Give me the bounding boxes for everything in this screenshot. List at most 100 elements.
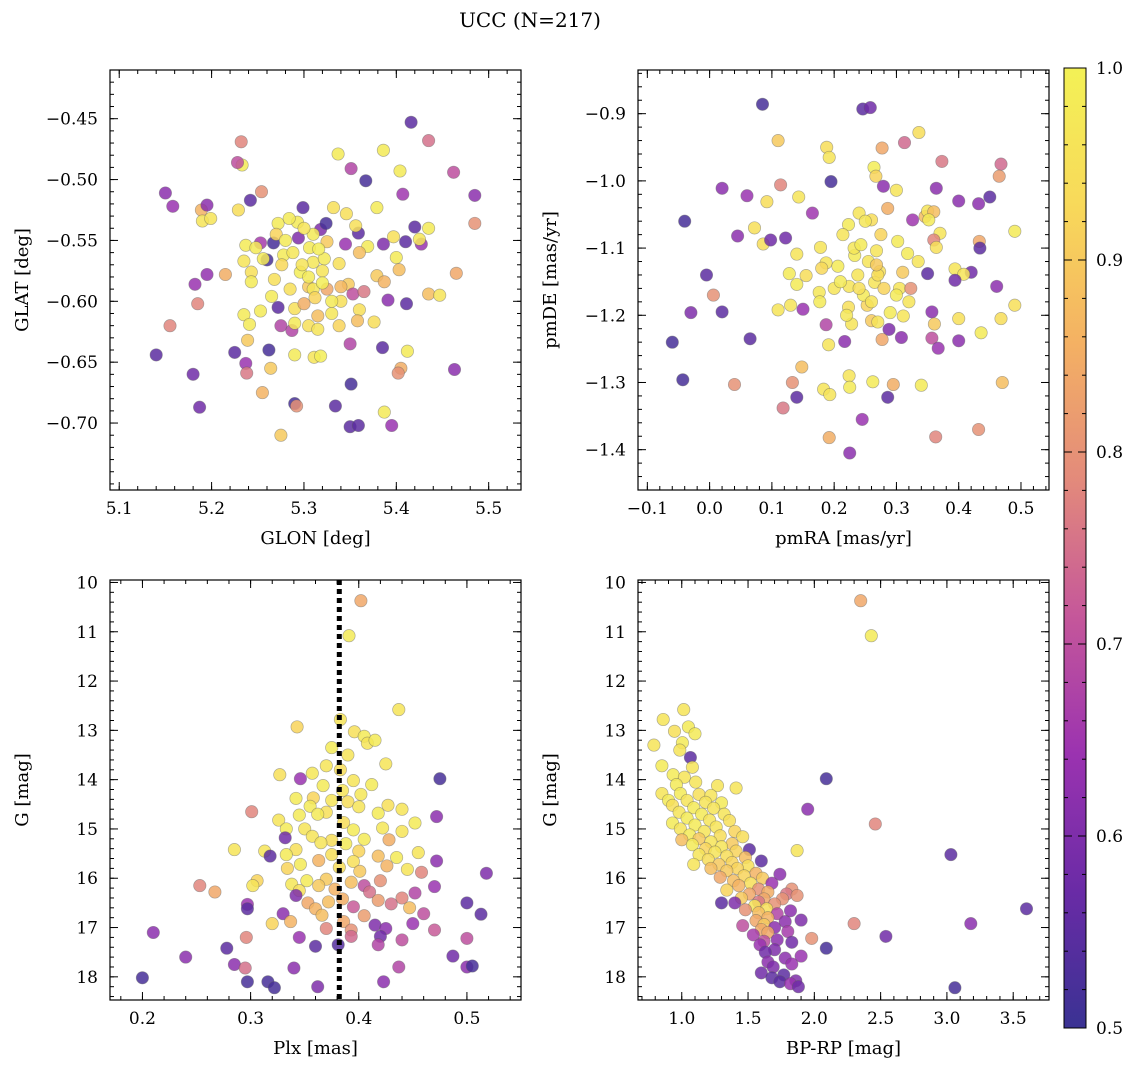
scatter-point [801,802,815,816]
scatter-point [722,814,737,828]
scatter-point [278,233,293,247]
scatter-point [952,334,966,348]
scatter-point [291,231,305,245]
scatter-point [315,264,329,278]
scatter-point [267,272,281,286]
scatter-point [736,830,750,844]
scatter-point [896,309,910,323]
scatter-point [240,975,254,989]
scatter-point [983,190,997,204]
scatter-point [791,980,805,994]
scatter-point [381,293,395,307]
scatter-point [346,900,360,914]
axes-frame [109,69,522,491]
scatter-point [280,861,294,875]
scatter-point [325,741,339,755]
scatter-points [647,594,1034,995]
scatter-point [704,861,718,875]
scatter-point [166,199,180,213]
panel-glon-glat: 5.1 5.2 5.3 5.4 5.5 −0.70 −0.65 −0.60 −0.55 −0.50… [12,69,522,549]
x-tick-label: 5.4 [383,499,410,519]
scatter-point [785,375,799,390]
scatter-point [279,848,293,862]
scatter-point [179,950,193,964]
y-axis-label: G [mag] [540,753,561,826]
scatter-point [948,273,962,287]
scatter-point [305,766,319,780]
x-axis-label: Plx [mas] [273,1038,358,1059]
scatter-point [188,277,202,291]
scatter-point [732,879,746,893]
scatter-point [326,201,341,215]
y-tick-label: 18 [76,968,98,988]
scatter-point [689,775,703,789]
scatter-point [227,843,241,857]
scatter-point [852,281,866,295]
scatter-point [384,897,398,911]
scatter-point [240,902,254,916]
scatter-point [889,183,903,197]
x-tick-label: 0.4 [345,1009,372,1029]
scatter-point [344,929,358,943]
scatter-point [864,629,878,643]
scatter-point [879,929,893,943]
scatter-point [200,267,214,282]
scatter-point [896,265,910,279]
scatter-point [274,319,288,333]
scatter-point [842,369,856,383]
scatter-point [851,268,865,282]
scatter-point [321,895,336,909]
scatter-point [813,240,828,254]
scatter-point [869,244,884,258]
y-tick-label: 10 [604,573,626,593]
scatter-point [414,865,429,879]
scatter-point [368,733,382,747]
scatter-point [350,314,365,328]
scatter-point [288,348,302,362]
scatter-point [430,810,444,824]
colorbar-tick-label: 0.6 [1096,827,1123,847]
scatter-point [714,896,729,910]
scatter-point [352,303,366,317]
scatter-point [239,930,253,944]
scatter-point [228,345,242,359]
scatter-point [241,333,255,347]
scatter-point [897,136,912,150]
scatter-point [325,833,339,847]
scatter-point [836,228,850,242]
scatter-point [805,931,819,945]
colorbar-tick-label: 1.0 [1096,59,1123,79]
scatter-point [738,903,752,917]
y-tick-label: 16 [76,869,98,889]
scatter-point [902,295,916,309]
scatter-point [677,703,691,717]
scatter-point [433,288,447,302]
panel-bprp-g: 1.0 1.5 2.0 2.5 3.0 3.5 10 11 12 13 14 15 16 17 18 BP-R… [540,573,1050,1059]
scatter-point [371,893,385,907]
scatter-point [293,772,307,786]
x-tick-label: 0.3 [237,1009,264,1029]
scatter-point [283,282,297,296]
scatter-point [952,312,966,326]
scatter-point [342,629,356,643]
scatter-point [914,378,928,392]
colorbar-tick-label: 0.8 [1096,443,1123,463]
scatter-point [396,187,410,201]
scatter-point [315,276,329,290]
scatter-point [785,957,799,971]
scatter-point [764,233,778,247]
y-axis-label: pmDE [mas/yr] [540,211,561,349]
y-tick-label: 10 [76,573,98,593]
y-tick-label: −0.60 [46,292,98,312]
scatter-point [371,849,385,863]
scatter-point [447,165,461,179]
scatter-point [339,207,353,221]
scatter-point [1019,902,1034,916]
scatter-point [774,178,788,192]
scatter-point [314,836,328,850]
scatter-point [278,831,292,845]
y-tick-label: −0.65 [46,353,98,373]
y-tick-label: 14 [76,771,98,791]
scatter-point [234,135,248,149]
scatter-point [352,800,366,814]
